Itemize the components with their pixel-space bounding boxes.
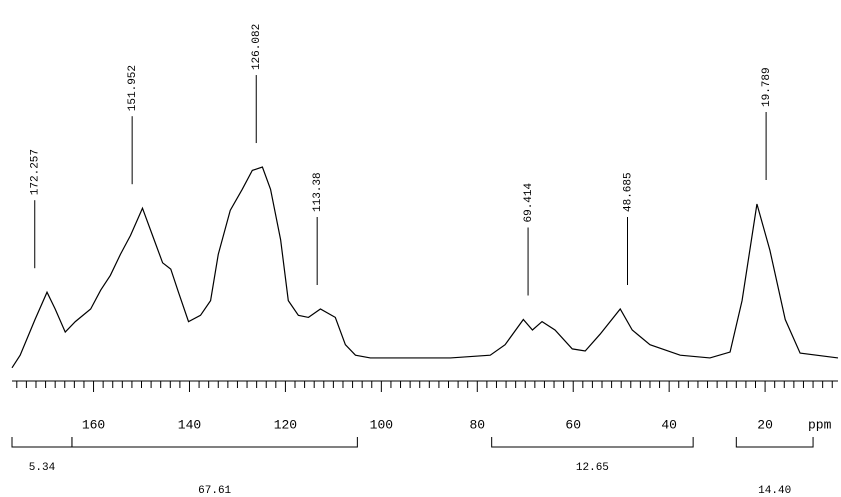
- peak-label: 126.082: [251, 24, 263, 70]
- x-tick-label: 80: [469, 417, 485, 432]
- integral-bracket: [11, 437, 73, 448]
- x-tick-label: 140: [178, 417, 201, 432]
- peak-label: 69.414: [523, 182, 535, 222]
- x-tick-label: 160: [82, 417, 105, 432]
- x-tick-label: 40: [661, 417, 677, 432]
- integral-label: 67.61: [198, 485, 231, 497]
- integral-bracket: [71, 437, 358, 448]
- integral-bracket: [491, 437, 694, 448]
- x-tick-label: 20: [757, 417, 773, 432]
- integral-label: 14.40: [758, 485, 791, 497]
- spectrum-line: [11, 166, 839, 369]
- integral-label: 12.65: [576, 462, 609, 474]
- x-tick-label: 120: [274, 417, 297, 432]
- x-axis-label: ppm: [808, 417, 832, 432]
- peak-label: 19.789: [761, 67, 773, 107]
- integral-label: 5.34: [29, 462, 56, 474]
- peak-label: 151.952: [127, 65, 139, 111]
- peak-label: 113.38: [312, 172, 324, 212]
- peak-label: 172.257: [30, 149, 42, 195]
- x-tick-label: 60: [565, 417, 581, 432]
- x-tick-label: 100: [370, 417, 393, 432]
- integral-bracket: [735, 437, 814, 448]
- peak-label: 48.685: [622, 172, 634, 212]
